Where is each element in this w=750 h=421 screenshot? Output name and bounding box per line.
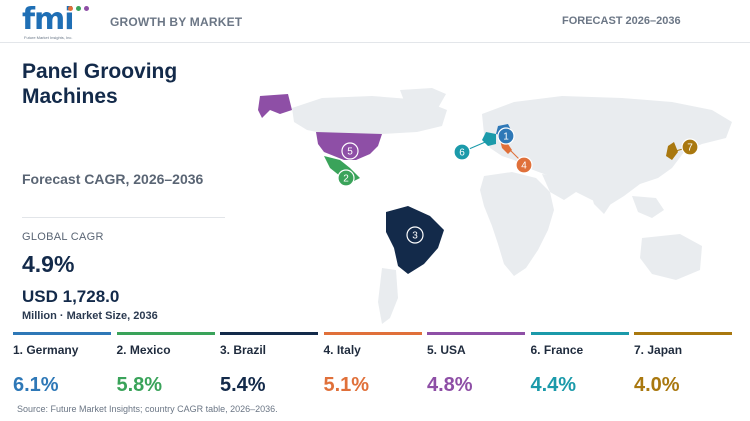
map-marker-label-germany: 1: [503, 132, 509, 143]
report-title: Panel Grooving Machines: [22, 59, 222, 109]
forecast-period-label: FORECAST 2026–2036: [562, 15, 681, 27]
header-bar: fmi Future Market Insights, Inc. GROWTH …: [0, 0, 750, 43]
land-greenland: [400, 88, 446, 114]
land-seasia: [632, 196, 664, 218]
chart-subtitle: Forecast CAGR, 2026–2036: [22, 171, 204, 187]
market-size-value: USD 1,728.0: [22, 287, 120, 306]
land-india: [588, 184, 612, 214]
map-country-france: [482, 132, 496, 146]
country-cagr-cards: 1. Germany 6.1% 2. Mexico 5.8% 3. Brazil 5.4%…: [0, 332, 750, 402]
country-card-cagr-value: 5.8%: [116, 374, 163, 396]
country-card-france: 6. France 4.4%: [530, 332, 629, 400]
country-card-germany: 1. Germany 6.1%: [13, 332, 111, 400]
title-line-1: Panel Grooving: [22, 60, 178, 83]
map-marker-mexico: [337, 169, 355, 187]
map-markers: 1 2 3 4 5 6 7: [337, 127, 699, 244]
country-card-cagr-value: 4.8%: [427, 374, 473, 396]
country-card-cagr-value: 4.0%: [634, 374, 680, 396]
map-marker-label-brazil: 3: [412, 231, 418, 242]
country-card-label: 5. USA: [427, 343, 466, 357]
country-card-accent-bar: [634, 332, 732, 335]
map-marker-germany: [497, 127, 515, 145]
map-country-alaska: [258, 94, 292, 118]
country-card-accent-bar: [220, 332, 318, 335]
country-card-accent-bar: [116, 332, 215, 335]
land-africa: [480, 172, 554, 276]
map-marker-france: [453, 143, 471, 161]
country-card-label: 7. Japan: [634, 343, 683, 357]
title-line-2: Machines: [22, 85, 118, 108]
country-card-cagr-value: 6.1%: [13, 374, 59, 396]
country-card-cagr-value: 5.1%: [323, 374, 370, 396]
logo-text: fmi: [22, 2, 75, 37]
country-card-accent-bar: [13, 332, 111, 335]
country-card-label: 6. France: [530, 343, 584, 357]
map-marker-label-usa: 5: [347, 147, 353, 158]
country-card-label: 3. Brazil: [220, 343, 267, 357]
map-marker-label-mexico: 2: [343, 174, 349, 185]
fmi-logo[interactable]: fmi Future Market Insights, Inc.: [22, 2, 94, 42]
country-card-accent-bar: [323, 332, 422, 335]
country-card-cagr-value: 5.4%: [220, 374, 266, 396]
country-card-cagr-value: 4.4%: [530, 374, 577, 396]
country-card-italy: 4. Italy 5.1%: [323, 332, 422, 400]
growth-by-market-label: GROWTH BY MARKET: [110, 15, 243, 29]
country-card-accent-bar: [427, 332, 525, 335]
map-marker-label-france: 6: [459, 148, 465, 159]
country-card-label: 2. Mexico: [116, 343, 171, 357]
map-land: [292, 88, 732, 324]
country-card-mexico: 2. Mexico 5.8%: [116, 332, 215, 400]
logo-tagline: Future Market Insights, Inc.: [24, 35, 73, 40]
country-card-label: 4. Italy: [323, 343, 361, 357]
map-marker-usa: [341, 142, 359, 160]
map-marker-brazil: [406, 226, 424, 244]
summary-divider: [22, 217, 225, 218]
country-card-japan: 7. Japan 4.0%: [634, 332, 732, 400]
market-size-note: Million · Market Size, 2036: [22, 310, 158, 322]
land-southern-cone: [378, 268, 398, 324]
world-map: 1 2 3 4 5 6 7: [258, 88, 732, 324]
global-cagr-label: GLOBAL CAGR: [22, 231, 104, 243]
source-note: Source: Future Market Insights; country …: [17, 404, 278, 414]
map-marker-japan: [681, 138, 699, 156]
map-marker-italy: [515, 156, 533, 174]
map-country-japan: [666, 142, 678, 160]
map-marker-label-japan: 7: [687, 143, 693, 154]
country-card-brazil: 3. Brazil 5.4%: [220, 332, 318, 400]
country-card-usa: 5. USA 4.8%: [427, 332, 525, 400]
global-cagr-value: 4.9%: [22, 251, 75, 277]
land-arabia: [542, 174, 576, 200]
map-marker-label-italy: 4: [521, 161, 527, 172]
land-europe-asia: [482, 96, 732, 206]
land-australia: [640, 234, 702, 280]
country-card-label: 1. Germany: [13, 343, 79, 357]
country-card-accent-bar: [530, 332, 629, 335]
